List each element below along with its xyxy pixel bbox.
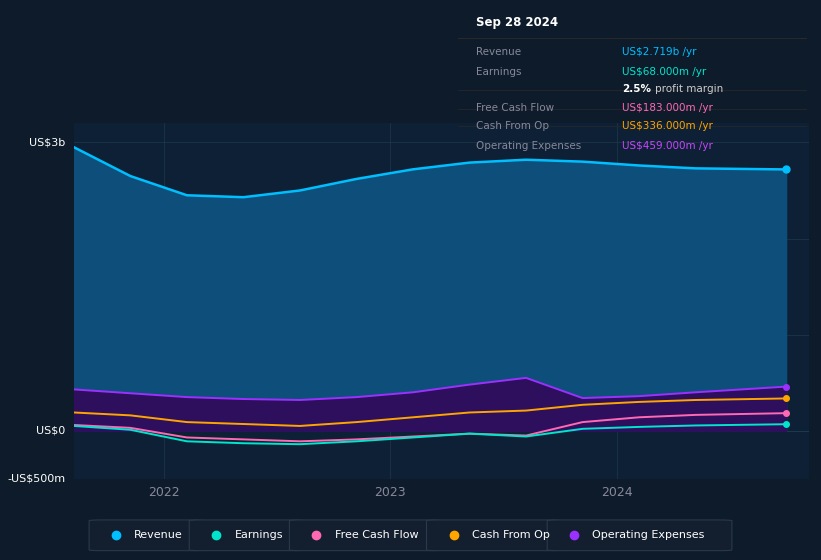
- Text: US$0: US$0: [36, 426, 66, 436]
- FancyBboxPatch shape: [89, 520, 204, 550]
- FancyBboxPatch shape: [547, 520, 732, 550]
- Text: US$459.000m /yr: US$459.000m /yr: [622, 141, 713, 151]
- Text: Operating Expenses: Operating Expenses: [475, 141, 580, 151]
- Text: Earnings: Earnings: [235, 530, 283, 540]
- Text: Cash From Op: Cash From Op: [472, 530, 549, 540]
- Text: Free Cash Flow: Free Cash Flow: [475, 102, 553, 113]
- Text: 2.5%: 2.5%: [622, 84, 651, 94]
- Text: Revenue: Revenue: [134, 530, 183, 540]
- Text: Revenue: Revenue: [475, 47, 521, 57]
- Text: US$2.719b /yr: US$2.719b /yr: [622, 47, 696, 57]
- Text: US$336.000m /yr: US$336.000m /yr: [622, 121, 713, 131]
- Text: Earnings: Earnings: [475, 67, 521, 77]
- Text: 2023: 2023: [374, 486, 406, 500]
- Text: 2022: 2022: [149, 486, 180, 500]
- FancyBboxPatch shape: [427, 520, 562, 550]
- Text: US$68.000m /yr: US$68.000m /yr: [622, 67, 706, 77]
- Text: -US$500m: -US$500m: [7, 474, 66, 484]
- Text: US$3b: US$3b: [30, 137, 66, 147]
- Text: US$183.000m /yr: US$183.000m /yr: [622, 102, 713, 113]
- FancyBboxPatch shape: [189, 520, 304, 550]
- FancyBboxPatch shape: [289, 520, 442, 550]
- Text: Cash From Op: Cash From Op: [475, 121, 548, 131]
- Text: Sep 28 2024: Sep 28 2024: [475, 16, 557, 29]
- Text: Operating Expenses: Operating Expenses: [593, 530, 704, 540]
- Text: 2024: 2024: [601, 486, 632, 500]
- Text: profit margin: profit margin: [655, 84, 723, 94]
- Text: Free Cash Flow: Free Cash Flow: [335, 530, 418, 540]
